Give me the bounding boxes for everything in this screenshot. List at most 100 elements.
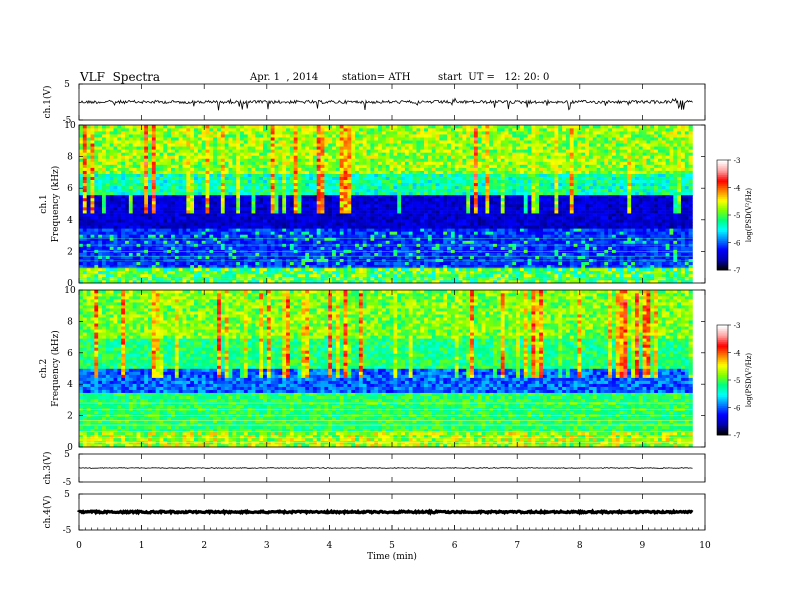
ch1-spectrogram-cell	[347, 237, 351, 240]
ch1-spectrogram-cell	[156, 253, 160, 256]
ch1-spectrogram-cell	[639, 216, 643, 219]
ch1-spectrogram-cell	[194, 225, 198, 228]
ch1-spectrogram-cell	[439, 192, 443, 195]
ch1-spectrogram-cell	[244, 222, 248, 225]
ch1-spectrogram-cell	[209, 253, 213, 256]
ch1-spectrogram-cell	[301, 225, 305, 228]
ch1-spectrogram-cell	[259, 189, 263, 192]
ch1-spectrogram-cell	[489, 192, 493, 195]
ch1-spectrogram-cell	[639, 253, 643, 256]
ch1-spectrogram-cell	[420, 192, 424, 195]
ch1-spectrogram-cell	[382, 213, 386, 216]
ch1-spectrogram-cell	[386, 213, 390, 216]
ch1-spectrogram-cell	[328, 210, 332, 213]
ch1-spectrogram-cell	[689, 237, 693, 240]
ch1-spectrogram-cell	[305, 253, 309, 256]
ch1-spectrogram-cell	[436, 192, 440, 195]
ch1-spectrogram-cell	[290, 228, 294, 231]
ch1-spectrogram-cell	[229, 204, 233, 207]
ch1-spectrogram-cell	[616, 207, 620, 210]
ch1-spectrogram-cell	[512, 228, 516, 231]
ch1-spectrogram-cell	[451, 268, 455, 271]
ch1-spectrogram-cell	[378, 213, 382, 216]
ch1-spectrogram-cell	[666, 247, 670, 250]
ch1-spectrogram-cell	[282, 262, 286, 265]
ch1-spectrogram-cell	[125, 210, 129, 213]
ch1-spectrogram-cell	[451, 189, 455, 192]
ch1-spectrogram-cell	[562, 213, 566, 216]
ch1-spectrogram-cell	[156, 228, 160, 231]
ch1-spectrogram-cell	[278, 195, 282, 198]
ch1-spectrogram-cell	[121, 240, 125, 243]
ch1-spectrogram-cell	[616, 268, 620, 271]
ch1-spectrogram-cell	[152, 259, 156, 262]
ch1-spectrogram-cell	[677, 213, 681, 216]
ch1-spectrogram-cell	[313, 265, 317, 268]
ch1-spectrogram-cell	[255, 216, 259, 219]
ch1-spectrogram-cell	[148, 204, 152, 207]
ch1-spectrogram-cell	[324, 207, 328, 210]
ch1-spectrogram-cell	[213, 274, 217, 277]
ch1-spectrogram-cell	[535, 274, 539, 277]
ch1-spectrogram-cell	[313, 228, 317, 231]
ch1-spectrogram-cell	[409, 192, 413, 195]
ch1-spectrogram-cell	[643, 207, 647, 210]
ch1-spectrogram-cell	[689, 216, 693, 219]
ch1-spectrogram-cell	[535, 225, 539, 228]
ch1-spectrogram-cell	[301, 277, 305, 280]
ch1-spectrogram-cell	[459, 216, 463, 219]
ch1-spectrogram-cell	[336, 192, 340, 195]
ch1-spectrogram-cell	[570, 198, 574, 201]
ch1-spectrogram-cell	[543, 262, 547, 265]
ch1-spectrogram-cell	[171, 216, 175, 219]
ch1-spectrogram-cell	[259, 259, 263, 262]
ch1-spectrogram-cell	[531, 225, 535, 228]
ch1-spectrogram-cell	[106, 216, 110, 219]
ch1-spectrogram-cell	[232, 231, 236, 234]
ch1-spectrogram-cell	[447, 237, 451, 240]
ch1-spectrogram-cell	[263, 225, 267, 228]
ch1-spectrogram-cell	[669, 231, 673, 234]
ch1-spectrogram-cell	[79, 195, 83, 198]
ch1-spectrogram-cell	[478, 219, 482, 222]
ch1-spectrogram-cell	[106, 219, 110, 222]
ch1-spectrogram-cell	[305, 262, 309, 265]
ch1-spectrogram-cell	[121, 204, 125, 207]
ch1-spectrogram-cell	[255, 265, 259, 268]
ch1-spectrogram-cell	[669, 262, 673, 265]
ch1-spectrogram-cell	[416, 210, 420, 213]
ch1-spectrogram-cell	[321, 192, 325, 195]
ch1-spectrogram-cell	[183, 198, 187, 201]
ch1-spectrogram-cell	[643, 277, 647, 280]
ch1-spectrogram-cell	[202, 228, 206, 231]
ch1-spectrogram-cell	[102, 231, 106, 234]
ch1-spectrogram-cell	[321, 277, 325, 280]
ch1-spectrogram-cell	[662, 259, 666, 262]
ch1-spectrogram-cell	[554, 189, 558, 192]
ch1-spectrogram-cell	[455, 234, 459, 237]
ch1-spectrogram-cell	[209, 277, 213, 280]
ch1-spectrogram-cell	[405, 274, 409, 277]
ch1-spectrogram-cell	[137, 189, 141, 192]
ch1-spectrogram-cell	[129, 268, 133, 271]
ch1-spectrogram-cell	[363, 222, 367, 225]
ch1-spectrogram-cell	[489, 198, 493, 201]
ch1-spectrogram-cell	[581, 253, 585, 256]
ch1-spectrogram-cell	[646, 198, 650, 201]
ch1-spectrogram-cell	[294, 228, 298, 231]
ch1-spectrogram-cell	[125, 253, 129, 256]
ch1-spectrogram-cell	[328, 225, 332, 228]
ch1-spectrogram-cell	[658, 247, 662, 250]
ch1-spectrogram-cell	[558, 274, 562, 277]
ch1-spectrogram-cell	[413, 225, 417, 228]
ch1-spectrogram-cell	[581, 237, 585, 240]
ch1-spectrogram-cell	[301, 216, 305, 219]
ch1-spectrogram-cell	[424, 253, 428, 256]
ch1-spectrogram-cell	[125, 247, 129, 250]
ch1-spectrogram-cell	[340, 198, 344, 201]
ch1-spectrogram-cell	[600, 195, 604, 198]
ch1-spectrogram-cell	[474, 247, 478, 250]
ch1-spectrogram-cell	[689, 268, 693, 271]
ch1-spectrogram-cell	[244, 274, 248, 277]
ch1-spectrogram-cell	[416, 222, 420, 225]
